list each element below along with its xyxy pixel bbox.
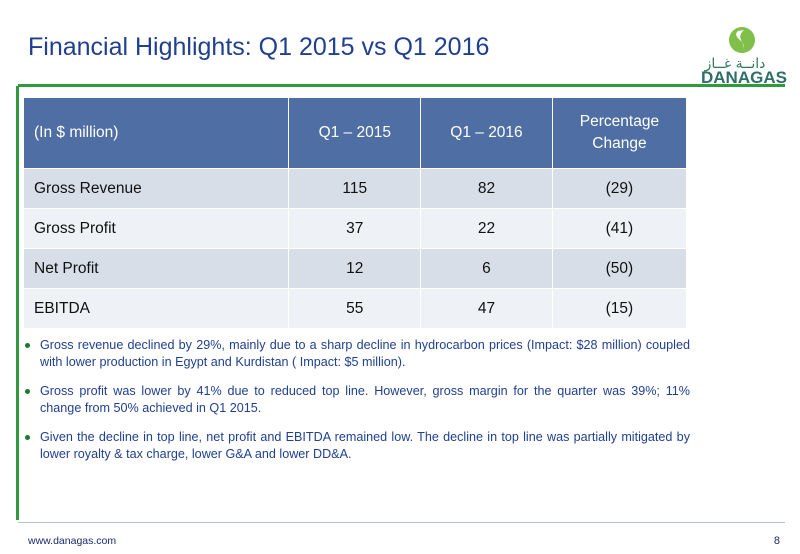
table-cell: 6	[420, 248, 553, 289]
header-divider	[18, 84, 692, 87]
logo-arabic-text: دانــة غــاز	[704, 56, 766, 72]
page-title: Financial Highlights: Q1 2015 vs Q1 2016	[28, 33, 490, 61]
financial-table: (In $ million) Q1 – 2015 Q1 – 2016 Perce…	[22, 97, 688, 329]
column-header: Q1 – 2016	[420, 97, 553, 169]
column-header: Q1 – 2015	[288, 97, 422, 169]
table-cell: Net Profit	[22, 248, 290, 289]
highlights-list: Gross revenue declined by 29%, mainly du…	[22, 337, 690, 475]
table-row: Net Profit 12 6 (50)	[22, 248, 688, 289]
table-header-row: (In $ million) Q1 – 2015 Q1 – 2016 Perce…	[22, 97, 688, 169]
table-cell: 82	[420, 168, 553, 209]
table-cell: 55	[288, 288, 422, 329]
footer-website: www.danagas.com	[28, 535, 117, 547]
table-cell: (29)	[551, 168, 688, 209]
header-divider-right	[690, 84, 785, 87]
column-header: (In $ million)	[22, 97, 290, 169]
table-cell: EBITDA	[22, 288, 290, 329]
table-cell: (41)	[551, 208, 688, 249]
logo-wordmark: DANAGAS	[701, 68, 787, 87]
list-item: Gross profit was lower by 41% due to red…	[22, 383, 690, 417]
column-header-label: Percentage Change	[579, 113, 660, 152]
footer-divider	[18, 522, 785, 523]
table-row: Gross Profit 37 22 (41)	[22, 208, 688, 249]
table-cell: (15)	[551, 288, 688, 329]
table-cell: (50)	[551, 248, 688, 289]
list-item: Gross revenue declined by 29%, mainly du…	[22, 337, 690, 371]
table-cell: 47	[420, 288, 553, 329]
left-accent-bar	[16, 86, 19, 520]
danagas-logo-icon: دانــة غــاز	[704, 27, 766, 72]
page-number: 8	[773, 535, 780, 547]
table-row: EBITDA 55 47 (15)	[22, 288, 688, 329]
column-header: Percentage Change	[551, 97, 688, 169]
list-item: Given the decline in top line, net profi…	[22, 429, 690, 463]
table-cell: 22	[420, 208, 553, 249]
table-cell: Gross Profit	[22, 208, 290, 249]
table-cell: 12	[288, 248, 422, 289]
table-cell: Gross Revenue	[22, 168, 290, 209]
table-row: Gross Revenue 115 82 (29)	[22, 168, 688, 209]
table-cell: 115	[288, 168, 422, 209]
table-cell: 37	[288, 208, 422, 249]
